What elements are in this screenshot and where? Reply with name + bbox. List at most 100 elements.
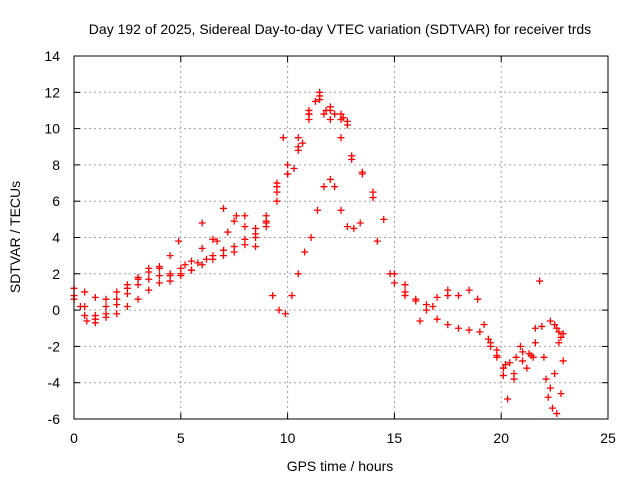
data-point xyxy=(113,301,121,309)
data-point xyxy=(284,170,292,178)
y-tick-label: 8 xyxy=(52,157,60,173)
data-point xyxy=(559,330,567,338)
data-point xyxy=(123,302,131,310)
x-tick-label: 10 xyxy=(280,430,296,446)
data-point xyxy=(220,204,228,212)
data-point xyxy=(429,302,437,310)
data-point xyxy=(540,353,548,361)
data-point xyxy=(175,237,183,245)
data-point xyxy=(476,328,484,336)
data-point xyxy=(356,219,364,227)
data-point xyxy=(538,322,546,330)
data-point xyxy=(454,292,462,300)
data-point xyxy=(557,333,565,341)
x-axis-label: GPS time / hours xyxy=(287,458,394,474)
data-marks xyxy=(70,88,567,418)
data-point xyxy=(501,361,509,369)
data-point xyxy=(337,206,345,214)
data-point xyxy=(187,266,195,274)
data-point xyxy=(542,375,550,383)
data-point xyxy=(252,234,260,241)
data-point xyxy=(433,315,441,323)
data-point xyxy=(316,88,324,96)
data-point xyxy=(241,235,249,243)
data-point xyxy=(373,237,381,245)
data-point xyxy=(232,212,240,220)
data-point xyxy=(331,183,339,191)
y-tick-label: 12 xyxy=(44,84,60,100)
data-point xyxy=(499,371,507,379)
data-point xyxy=(559,357,567,365)
y-tick-label: -2 xyxy=(48,338,61,354)
data-point xyxy=(493,346,501,354)
data-point xyxy=(198,261,206,269)
data-point xyxy=(506,359,514,367)
data-point xyxy=(480,321,488,329)
series-track-h xyxy=(476,322,565,392)
data-point xyxy=(531,324,539,332)
data-point xyxy=(484,335,492,343)
series-track-b xyxy=(70,96,473,325)
data-point xyxy=(290,165,298,173)
x-tick-label: 25 xyxy=(600,430,616,446)
data-point xyxy=(487,342,495,350)
data-point xyxy=(181,261,189,269)
data-point xyxy=(241,223,249,231)
data-point xyxy=(553,324,561,332)
data-point xyxy=(279,134,287,142)
data-point xyxy=(134,275,142,283)
data-point xyxy=(198,244,206,252)
data-point xyxy=(102,295,110,303)
data-point xyxy=(339,114,347,122)
series-track-c xyxy=(70,97,351,327)
data-point xyxy=(294,134,302,142)
data-point xyxy=(299,139,307,147)
data-point xyxy=(134,295,142,303)
data-point xyxy=(348,155,356,163)
data-point xyxy=(322,106,330,114)
x-tick-label: 20 xyxy=(493,430,509,446)
data-point xyxy=(166,277,174,285)
data-point xyxy=(241,212,249,220)
data-point xyxy=(416,317,424,325)
data-point xyxy=(531,339,539,347)
data-point xyxy=(493,353,501,361)
data-point xyxy=(230,243,238,251)
data-point xyxy=(380,215,388,223)
data-point xyxy=(155,272,163,280)
data-point xyxy=(331,110,339,118)
data-point xyxy=(177,272,185,280)
data-point xyxy=(523,364,531,372)
data-point xyxy=(307,234,315,241)
data-point xyxy=(422,306,430,314)
data-point xyxy=(155,279,163,287)
data-point xyxy=(343,223,351,231)
data-point xyxy=(320,183,328,191)
data-point xyxy=(102,302,110,310)
data-point xyxy=(275,306,283,314)
y-tick-label: -6 xyxy=(48,411,61,427)
data-point xyxy=(358,168,366,176)
data-point xyxy=(401,281,409,289)
data-point xyxy=(504,395,512,403)
data-point xyxy=(273,188,281,196)
data-point xyxy=(123,281,131,289)
data-point xyxy=(369,194,377,202)
data-point xyxy=(555,328,563,336)
data-point xyxy=(557,390,565,398)
data-point xyxy=(145,268,153,276)
series-track-g xyxy=(474,277,567,418)
data-point xyxy=(113,288,121,296)
data-point xyxy=(444,321,452,329)
data-point xyxy=(548,404,556,412)
data-point xyxy=(512,353,520,361)
data-point xyxy=(294,146,302,154)
series-track-d xyxy=(81,88,351,303)
data-point xyxy=(320,110,328,118)
data-point xyxy=(311,97,319,105)
series-track-e xyxy=(269,175,364,318)
data-point xyxy=(401,288,409,296)
data-point xyxy=(91,293,99,301)
data-point xyxy=(433,293,441,301)
